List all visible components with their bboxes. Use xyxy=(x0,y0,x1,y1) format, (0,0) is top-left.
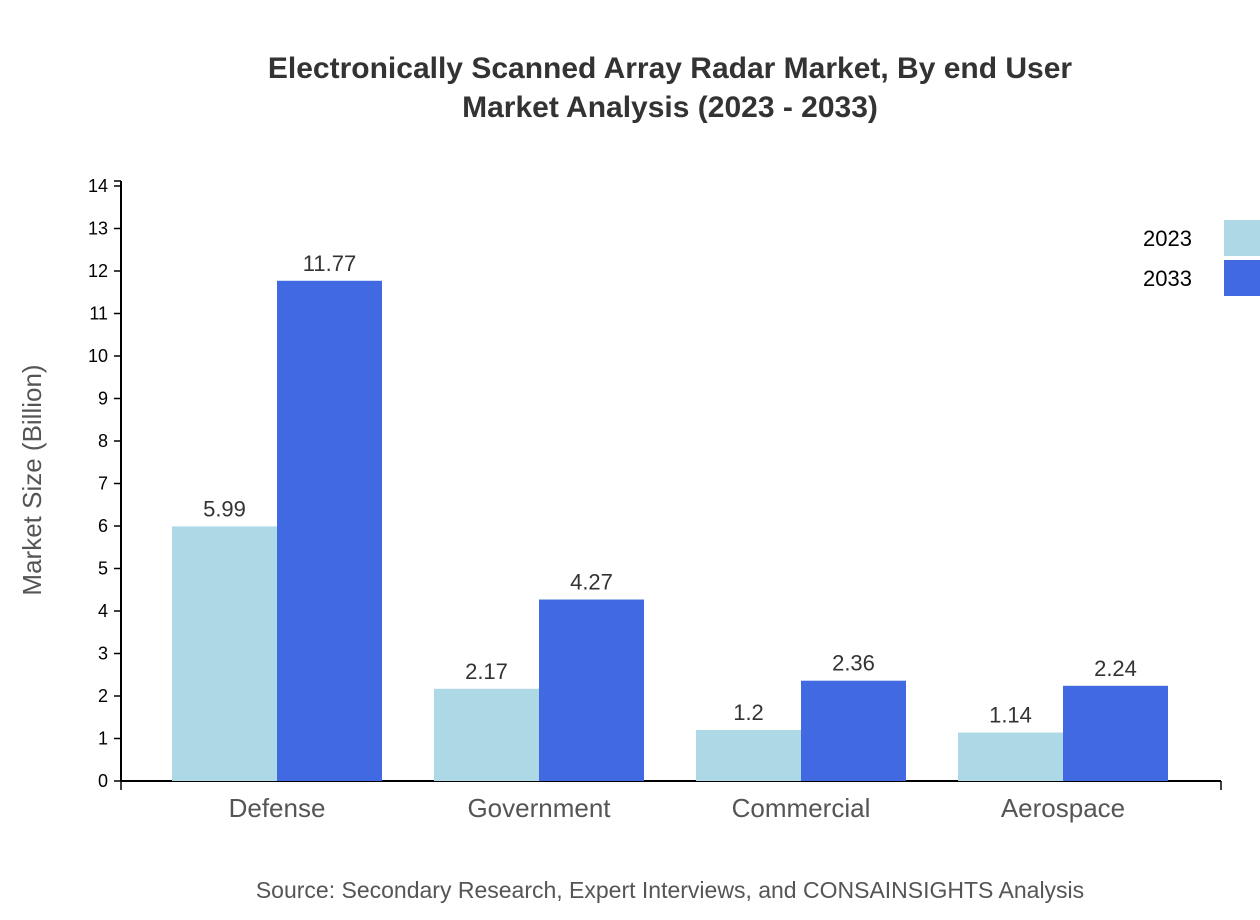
y-tick-label: 0 xyxy=(98,771,108,791)
y-tick-label: 6 xyxy=(98,516,108,536)
data-label: 2.36 xyxy=(832,651,875,676)
y-tick-label: 8 xyxy=(98,431,108,451)
bar-2023-defense xyxy=(172,526,277,781)
bar-2023-government xyxy=(434,688,539,781)
y-tick-label: 2 xyxy=(98,686,108,706)
y-tick-label: 11 xyxy=(89,304,108,324)
bar-2033-defense xyxy=(277,280,382,781)
bar-2033-commercial xyxy=(801,680,906,781)
y-tick-label: 14 xyxy=(88,176,108,196)
bar-2023-aerospace xyxy=(958,732,1063,781)
bar-2033-government xyxy=(539,599,644,781)
x-tick-label: Aerospace xyxy=(1001,793,1125,823)
chart-title: Electronically Scanned Array Radar Marke… xyxy=(267,52,1073,85)
y-tick-label: 1 xyxy=(98,729,108,749)
x-tick-label: Defense xyxy=(229,793,326,823)
data-label: 4.27 xyxy=(570,570,613,595)
x-tick-label: Government xyxy=(467,793,611,823)
data-label: 11.77 xyxy=(303,251,356,276)
y-tick-label: 7 xyxy=(98,474,108,494)
source-note: Source: Secondary Research, Expert Inter… xyxy=(255,877,1085,903)
y-tick-label: 5 xyxy=(98,559,108,579)
data-label: 1.14 xyxy=(989,703,1032,728)
data-label: 5.99 xyxy=(203,496,246,521)
legend-swatch-2033 xyxy=(1224,260,1260,296)
legend-swatch-2023 xyxy=(1224,220,1260,256)
bar-2033-aerospace xyxy=(1063,685,1168,781)
data-label: 2.17 xyxy=(465,659,508,684)
y-tick-label: 13 xyxy=(88,219,108,239)
y-tick-label: 4 xyxy=(98,601,108,621)
legend-label: 2033 xyxy=(1143,266,1192,291)
chart-subtitle: Market Analysis (2023 - 2033) xyxy=(462,91,878,124)
data-label: 1.2 xyxy=(733,700,764,725)
bar-2023-commercial xyxy=(696,730,801,781)
y-tick-label: 9 xyxy=(98,389,108,409)
legend-label: 2023 xyxy=(1143,226,1192,251)
y-tick-label: 10 xyxy=(88,346,108,366)
y-tick-label: 3 xyxy=(98,644,108,664)
x-tick-label: Commercial xyxy=(732,793,871,823)
data-label: 2.24 xyxy=(1094,656,1137,681)
y-axis-label: Market Size (Billion) xyxy=(17,364,47,595)
y-tick-label: 12 xyxy=(88,261,108,281)
